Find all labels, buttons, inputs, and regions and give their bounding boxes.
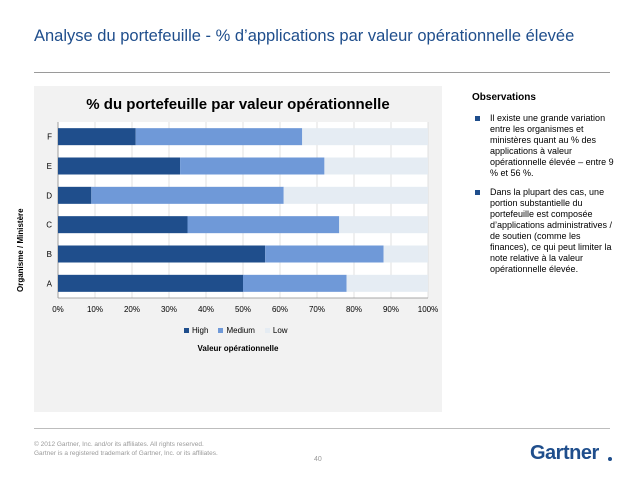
x-tick-label: 100% xyxy=(418,305,438,314)
bar-high-e xyxy=(58,157,181,175)
page-number: 40 xyxy=(314,456,322,463)
legend-item-high: High xyxy=(184,326,208,335)
observation-item: Dans la plupart des cas, une portion sub… xyxy=(472,187,622,275)
x-tick-label: 80% xyxy=(346,305,362,314)
copyright-notice: © 2012 Gartner, Inc. and/or its affiliat… xyxy=(34,440,218,458)
legend-item-low: Low xyxy=(264,326,288,335)
square-bullet-icon xyxy=(475,116,480,121)
observation-text: Dans la plupart des cas, une portion sub… xyxy=(490,187,613,274)
y-tick-label: D xyxy=(46,191,52,200)
bar-medium-f xyxy=(135,128,303,146)
chart-panel: % du portefeuille par valeur opérationne… xyxy=(16,86,442,412)
legend-label-low: Low xyxy=(272,326,288,335)
title-divider xyxy=(34,72,610,73)
x-axis-label: Valeur opérationnelle xyxy=(197,344,279,353)
slide-title: Analyse du portefeuille - % d’applicatio… xyxy=(34,27,575,45)
bar-high-d xyxy=(58,186,92,204)
y-axis-label: Organisme / Ministère xyxy=(16,208,25,292)
observation-text: Il existe une grande variation entre les… xyxy=(490,113,614,178)
legend-swatch-low xyxy=(264,328,270,333)
bar-low-b xyxy=(383,245,428,263)
bar-low-e xyxy=(324,157,428,175)
legend-label-high: High xyxy=(192,326,209,335)
trademark-line: Gartner is a registered trademark of Gar… xyxy=(34,450,218,457)
legend-swatch-high xyxy=(184,328,189,333)
legend-swatch-medium xyxy=(218,328,224,333)
chart-legend: High Medium Low xyxy=(184,326,288,335)
bar-low-a xyxy=(346,274,428,292)
bar-high-f xyxy=(58,128,136,146)
bar-low-d xyxy=(283,186,428,204)
bar-medium-c xyxy=(187,216,340,234)
x-tick-label: 40% xyxy=(198,305,214,314)
x-tick-label: 60% xyxy=(272,305,288,314)
bar-low-c xyxy=(339,216,428,234)
y-tick-label: B xyxy=(47,250,52,259)
x-tick-label: 90% xyxy=(383,305,399,314)
bar-medium-d xyxy=(91,186,284,204)
observations-panel: Observations Il existe une grande variat… xyxy=(472,92,622,283)
x-tick-label: 10% xyxy=(87,305,103,314)
square-bullet-icon xyxy=(475,190,480,195)
bar-medium-a xyxy=(243,274,347,292)
y-tick-label: E xyxy=(47,162,52,171)
y-tick-label: C xyxy=(46,221,52,230)
bar-high-a xyxy=(58,274,243,292)
bar-medium-e xyxy=(180,157,325,175)
logo-dot-icon xyxy=(608,457,612,461)
gartner-logo: Gartner xyxy=(530,442,599,464)
y-tick-label: A xyxy=(47,279,53,288)
chart-title: % du portefeuille par valeur opérationne… xyxy=(86,96,390,113)
legend-item-medium: Medium xyxy=(218,326,255,335)
bar-high-c xyxy=(58,216,188,234)
observations-list: Il existe une grande variation entre les… xyxy=(472,113,622,275)
x-tick-label: 30% xyxy=(161,305,177,314)
observations-title: Observations xyxy=(472,92,536,103)
footer-divider xyxy=(34,428,610,429)
bar-high-b xyxy=(58,245,266,263)
x-tick-label: 50% xyxy=(235,305,251,314)
y-tick-label: F xyxy=(47,133,52,142)
x-tick-label: 70% xyxy=(309,305,325,314)
x-tick-label: 20% xyxy=(124,305,140,314)
bar-chart: 0% 10% 20% 30% 40% 50% 60% 70% 80% 90% 100% A B C D E F xyxy=(46,122,438,314)
observation-item: Il existe une grande variation entre les… xyxy=(472,113,622,179)
legend-label-medium: Medium xyxy=(226,326,255,335)
bar-low-f xyxy=(302,128,428,146)
bar-medium-b xyxy=(265,245,384,263)
x-tick-label: 0% xyxy=(52,305,64,314)
copyright-line: © 2012 Gartner, Inc. and/or its affiliat… xyxy=(34,441,204,448)
